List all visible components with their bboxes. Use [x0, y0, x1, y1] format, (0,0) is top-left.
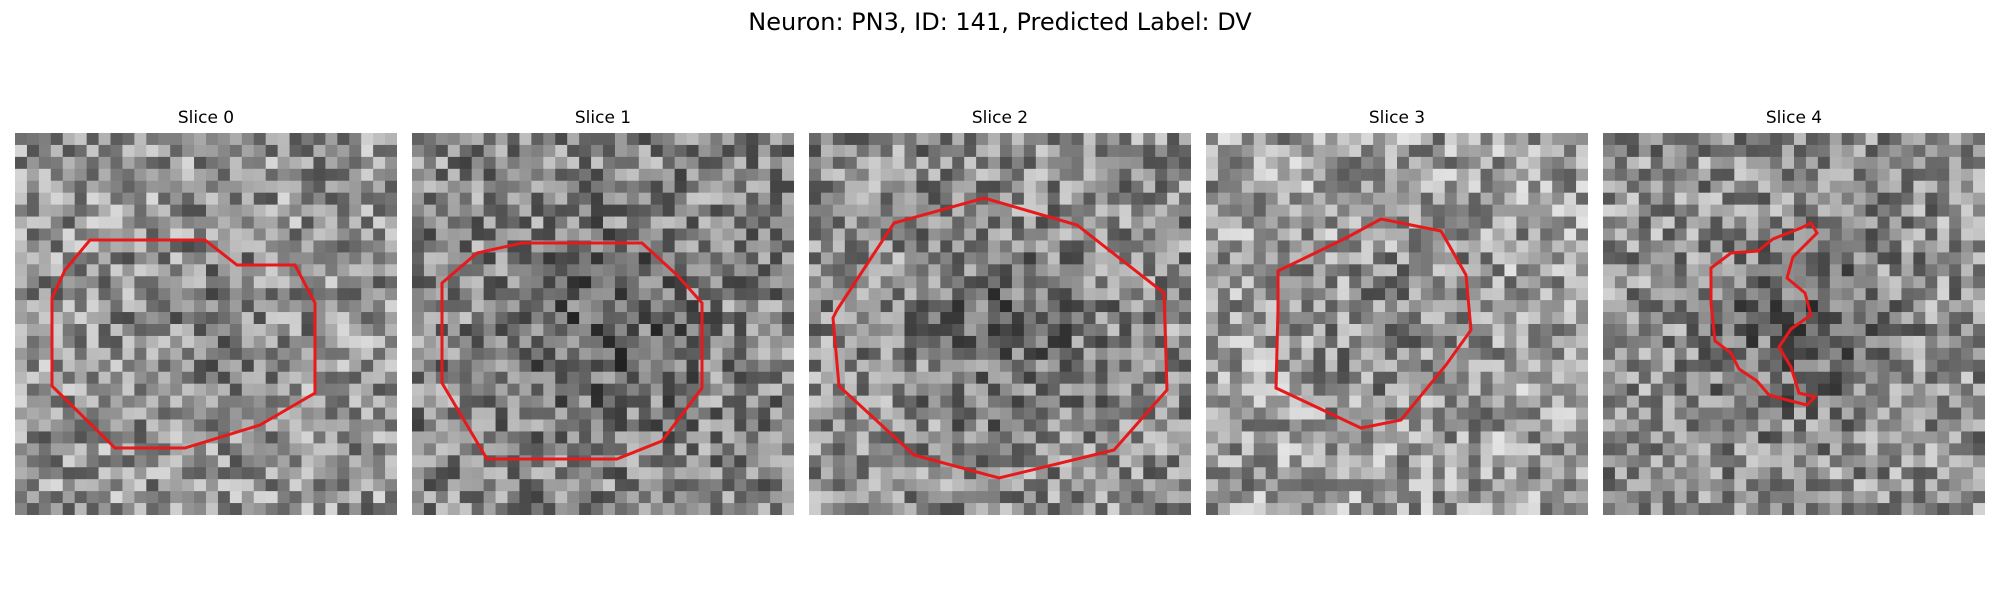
- slice-image: [809, 133, 1191, 515]
- slice-title: Slice 0: [177, 108, 235, 128]
- slice-title: Slice 3: [1368, 108, 1426, 128]
- slice-panel-1: Slice 1: [412, 107, 794, 515]
- slice-panel-4: Slice 4: [1603, 107, 1985, 515]
- noise-pixels: [412, 133, 794, 515]
- slice-panel-2: Slice 2: [809, 107, 1191, 515]
- roi-contour: [1709, 221, 1819, 407]
- roi-contour: [50, 238, 317, 450]
- slice-title: Slice 1: [574, 108, 632, 128]
- slice-title: Slice 2: [971, 108, 1029, 128]
- roi-contour: [831, 196, 1169, 480]
- slice-image: [1603, 133, 1985, 515]
- noise-pixels: [1603, 133, 1985, 515]
- slice-panel-0: Slice 0: [15, 107, 397, 515]
- roi-contour: [1274, 217, 1473, 430]
- roi-contour: [440, 241, 704, 461]
- slice-image: [412, 133, 794, 515]
- slice-image: [15, 133, 397, 515]
- slice-panel-3: Slice 3: [1206, 107, 1588, 515]
- noise-pixels: [15, 133, 397, 515]
- figure-title: Neuron: PN3, ID: 141, Predicted Label: D…: [748, 8, 1252, 36]
- noise-pixels: [1206, 133, 1588, 515]
- noise-pixels: [809, 133, 1191, 515]
- slice-image: [1206, 133, 1588, 515]
- slice-title: Slice 4: [1765, 108, 1823, 128]
